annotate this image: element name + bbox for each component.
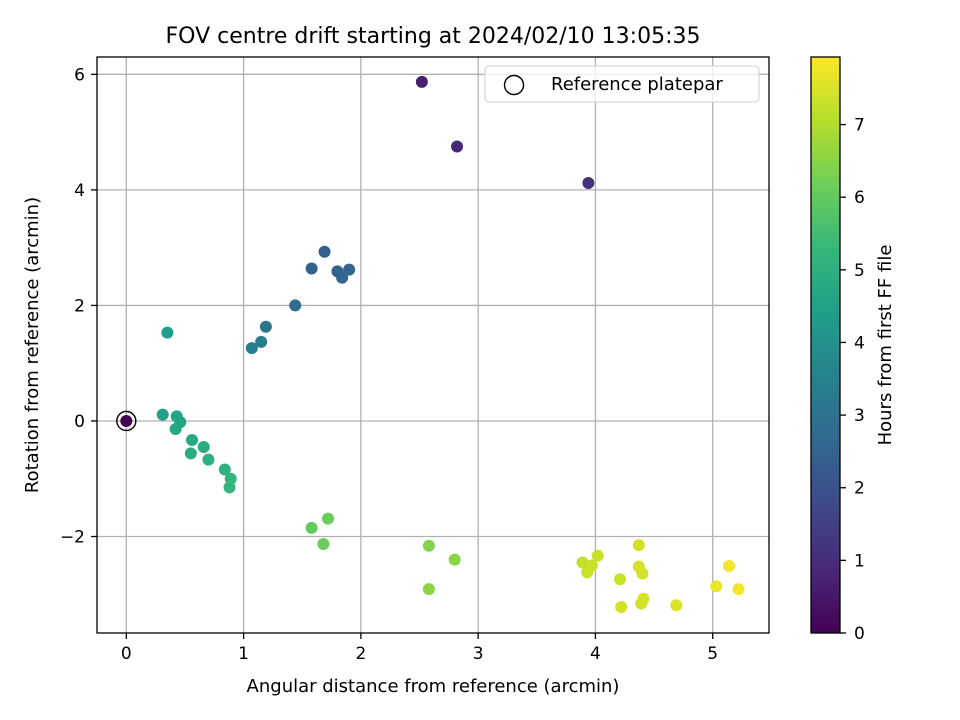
chart-title: FOV centre drift starting at 2024/02/10 …: [166, 24, 701, 49]
data-point: [289, 299, 302, 312]
legend-box: [484, 65, 760, 103]
data-point: [343, 263, 356, 276]
data-point: [448, 553, 461, 566]
data-point: [185, 434, 198, 447]
reference-platepar-marker: [116, 410, 137, 432]
data-point: [202, 453, 215, 466]
data-point: [184, 447, 197, 460]
data-point: [259, 320, 272, 333]
legend: Reference platepar: [484, 65, 760, 103]
colorbar-tick-label: 6: [854, 188, 865, 208]
data-point: [415, 75, 428, 88]
data-point: [670, 599, 683, 612]
data-point: [336, 271, 349, 284]
plot-frame: [96, 56, 770, 634]
colorbar-tick-label: 2: [854, 479, 865, 499]
grid-lines: [97, 57, 769, 633]
x-axis-label: Angular distance from reference (arcmin): [247, 676, 620, 697]
data-point: [245, 342, 258, 355]
data-point: [585, 559, 598, 572]
data-point: [169, 423, 182, 436]
data-point: [591, 549, 604, 562]
data-point: [317, 538, 330, 551]
legend-label: Reference platepar: [551, 74, 723, 95]
data-points: [120, 75, 745, 614]
x-tick-label: 2: [355, 644, 366, 664]
data-point: [161, 326, 174, 339]
colorbar-tick-label: 4: [854, 333, 865, 353]
data-point: [218, 463, 231, 476]
data-point: [156, 408, 169, 421]
data-point: [710, 580, 723, 593]
data-point: [723, 559, 736, 572]
data-point: [422, 583, 435, 596]
colorbar-tick-label: 1: [854, 551, 865, 571]
colorbar-tick-label: 5: [854, 261, 865, 281]
data-point: [732, 583, 745, 596]
data-point: [582, 176, 595, 189]
x-tick-label: 3: [473, 644, 484, 664]
colorbar-tick-label: 3: [854, 406, 865, 426]
y-tick-label: 6: [74, 65, 85, 85]
data-point: [197, 440, 210, 453]
legend-reference-marker: [503, 74, 525, 96]
y-tick-label: 4: [74, 181, 85, 201]
data-point: [305, 262, 318, 275]
data-point: [223, 481, 236, 494]
x-tick-label: 5: [707, 644, 718, 664]
x-tick-label: 4: [590, 644, 601, 664]
colorbar-label: Hours from first FF file: [875, 245, 896, 446]
colorbar-tick-label: 7: [854, 116, 865, 136]
colorbar-gradient: [811, 57, 840, 633]
data-point: [422, 539, 435, 552]
y-axis-label: Rotation from reference (arcmin): [22, 197, 43, 493]
data-point: [615, 601, 628, 614]
colorbar-tick-label: 0: [854, 624, 865, 644]
data-point: [576, 556, 589, 569]
data-point: [318, 245, 331, 258]
reference-marker-layer: [116, 410, 137, 432]
data-point: [632, 539, 645, 552]
x-axis-ticks: 0 1 2 3 4 5: [121, 633, 718, 664]
data-point: [637, 592, 650, 605]
data-point: [636, 567, 649, 580]
data-point: [120, 414, 133, 427]
y-tick-label: 0: [74, 412, 85, 432]
colorbar-ticks: 0 1 2 3 4 5 6 7: [840, 116, 865, 644]
x-tick-label: 1: [238, 644, 249, 664]
data-point: [305, 521, 318, 534]
y-tick-label: −2: [60, 528, 85, 548]
x-tick-label: 0: [121, 644, 132, 664]
colorbar-frame: [810, 56, 841, 634]
y-tick-label: 2: [74, 296, 85, 316]
colorbar: 0 1 2 3 4 5 6 7 Hours from first FF file: [810, 56, 896, 644]
y-axis-ticks: −2 0 2 4 6: [60, 65, 97, 548]
data-point: [614, 573, 627, 586]
data-point: [451, 140, 464, 153]
data-point: [255, 335, 268, 348]
data-point: [322, 512, 335, 525]
